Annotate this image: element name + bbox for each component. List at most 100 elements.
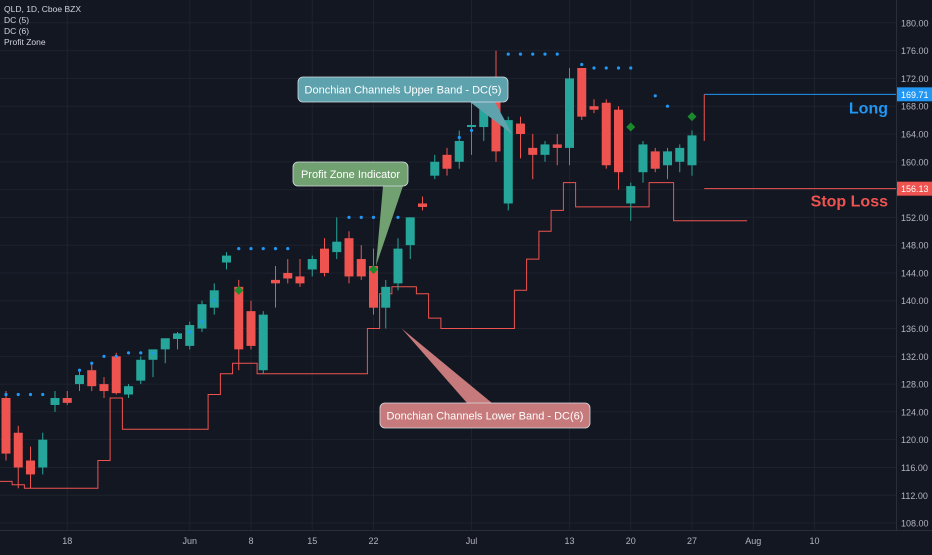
price-tick-label: 144.00	[901, 268, 929, 278]
time-tick-label: 15	[307, 536, 317, 546]
candle-body	[602, 103, 611, 166]
candle-body	[149, 349, 158, 359]
candle-body	[345, 238, 354, 276]
candle-body	[271, 280, 280, 283]
candle-body	[381, 287, 390, 308]
time-tick-label: 10	[809, 536, 819, 546]
candle-body	[185, 325, 194, 346]
candle-body	[259, 315, 268, 371]
candle-body	[332, 242, 341, 252]
chart-legend: QLD, 1D, Cboe BZX DC (5) DC (6) Profit Z…	[4, 4, 81, 48]
upper-band-dot	[29, 393, 32, 396]
callout-text: Donchian Channels Lower Band - DC(6)	[387, 411, 584, 423]
candle-body	[234, 287, 243, 350]
time-tick-label: 13	[564, 536, 574, 546]
candle-body	[87, 370, 96, 386]
candle	[198, 301, 207, 332]
candle-body	[247, 311, 256, 346]
upper-band-dot	[274, 247, 277, 250]
candle	[185, 322, 194, 350]
time-tick-label: 8	[248, 536, 253, 546]
time-tick-label: 18	[62, 536, 72, 546]
candle	[602, 99, 611, 168]
upper-band-dot	[592, 66, 595, 69]
upper-band-dot	[470, 129, 473, 132]
price-tick-label: 136.00	[901, 324, 929, 334]
upper-band-dot	[237, 247, 240, 250]
candle-body	[2, 398, 11, 454]
candle-body	[553, 144, 562, 147]
price-tick-label: 124.00	[901, 407, 929, 417]
callout-text: Profit Zone Indicator	[301, 169, 400, 181]
candle-body	[51, 398, 60, 405]
price-tick-label: 148.00	[901, 241, 929, 251]
upper-band-dot	[666, 105, 669, 108]
candle	[345, 231, 354, 283]
time-tick-label: Jun	[182, 536, 197, 546]
legend-dc5[interactable]: DC (5)	[4, 15, 81, 26]
upper-band-dot	[372, 216, 375, 219]
candle-body	[136, 360, 145, 381]
upper-band-dot	[396, 216, 399, 219]
candle-body	[639, 144, 648, 172]
upper-band-dot	[213, 299, 216, 302]
upper-band-dot	[617, 66, 620, 69]
price-tick-label: 108.00	[901, 519, 929, 529]
time-tick-label: Aug	[745, 536, 761, 546]
price-tick-label: 172.00	[901, 74, 929, 84]
time-tick-label: 20	[626, 536, 636, 546]
candle-body	[308, 259, 317, 269]
candle-body	[394, 249, 403, 284]
candle-body	[504, 120, 513, 203]
candle-body	[75, 375, 84, 384]
time-tick-label: 22	[368, 536, 378, 546]
upper-band-dot	[102, 355, 105, 358]
upper-band-dot	[262, 247, 265, 250]
candle-body	[565, 78, 574, 147]
candle	[651, 148, 660, 172]
price-level-badge-label: 169.71	[901, 90, 929, 100]
candle	[259, 311, 268, 374]
price-tick-label: 132.00	[901, 352, 929, 362]
candle-body	[614, 110, 623, 173]
candle-body	[112, 356, 121, 393]
upper-band-dot	[200, 320, 203, 323]
time-tick-label: 27	[687, 536, 697, 546]
candle-body	[651, 151, 660, 168]
upper-band-dot	[188, 330, 191, 333]
upper-band-dot	[127, 351, 130, 354]
candle-body	[357, 259, 366, 276]
price-tick-label: 128.00	[901, 380, 929, 390]
candle	[136, 356, 145, 384]
time-tick-label: Jul	[466, 536, 478, 546]
candle-body	[663, 151, 672, 165]
upper-band-dot	[78, 369, 81, 372]
candle-body	[541, 144, 550, 154]
upper-band-dot	[286, 247, 289, 250]
callout-text: Donchian Channels Upper Band - DC(5)	[305, 85, 502, 97]
upper-band-dot	[543, 53, 546, 56]
legend-profit-zone[interactable]: Profit Zone	[4, 37, 81, 48]
candle-body	[124, 386, 133, 394]
candle-body	[406, 217, 415, 245]
price-tick-label: 120.00	[901, 435, 929, 445]
price-tick-label: 180.00	[901, 18, 929, 28]
long-label: Long	[849, 100, 888, 117]
upper-band-dot	[139, 351, 142, 354]
upper-band-dot	[151, 351, 154, 354]
candle-body	[626, 186, 635, 203]
price-tick-label: 112.00	[901, 491, 928, 501]
upper-band-dot	[360, 216, 363, 219]
upper-band-dot	[654, 94, 657, 97]
legend-dc6[interactable]: DC (6)	[4, 26, 81, 37]
candle	[577, 68, 586, 120]
candle-body	[577, 68, 586, 117]
upper-band-dot	[507, 53, 510, 56]
upper-band-dot	[90, 362, 93, 365]
legend-symbol[interactable]: QLD, 1D, Cboe BZX	[4, 4, 81, 15]
upper-band-dot	[249, 247, 252, 250]
price-tick-label: 152.00	[901, 213, 929, 223]
upper-band-dot	[4, 393, 7, 396]
